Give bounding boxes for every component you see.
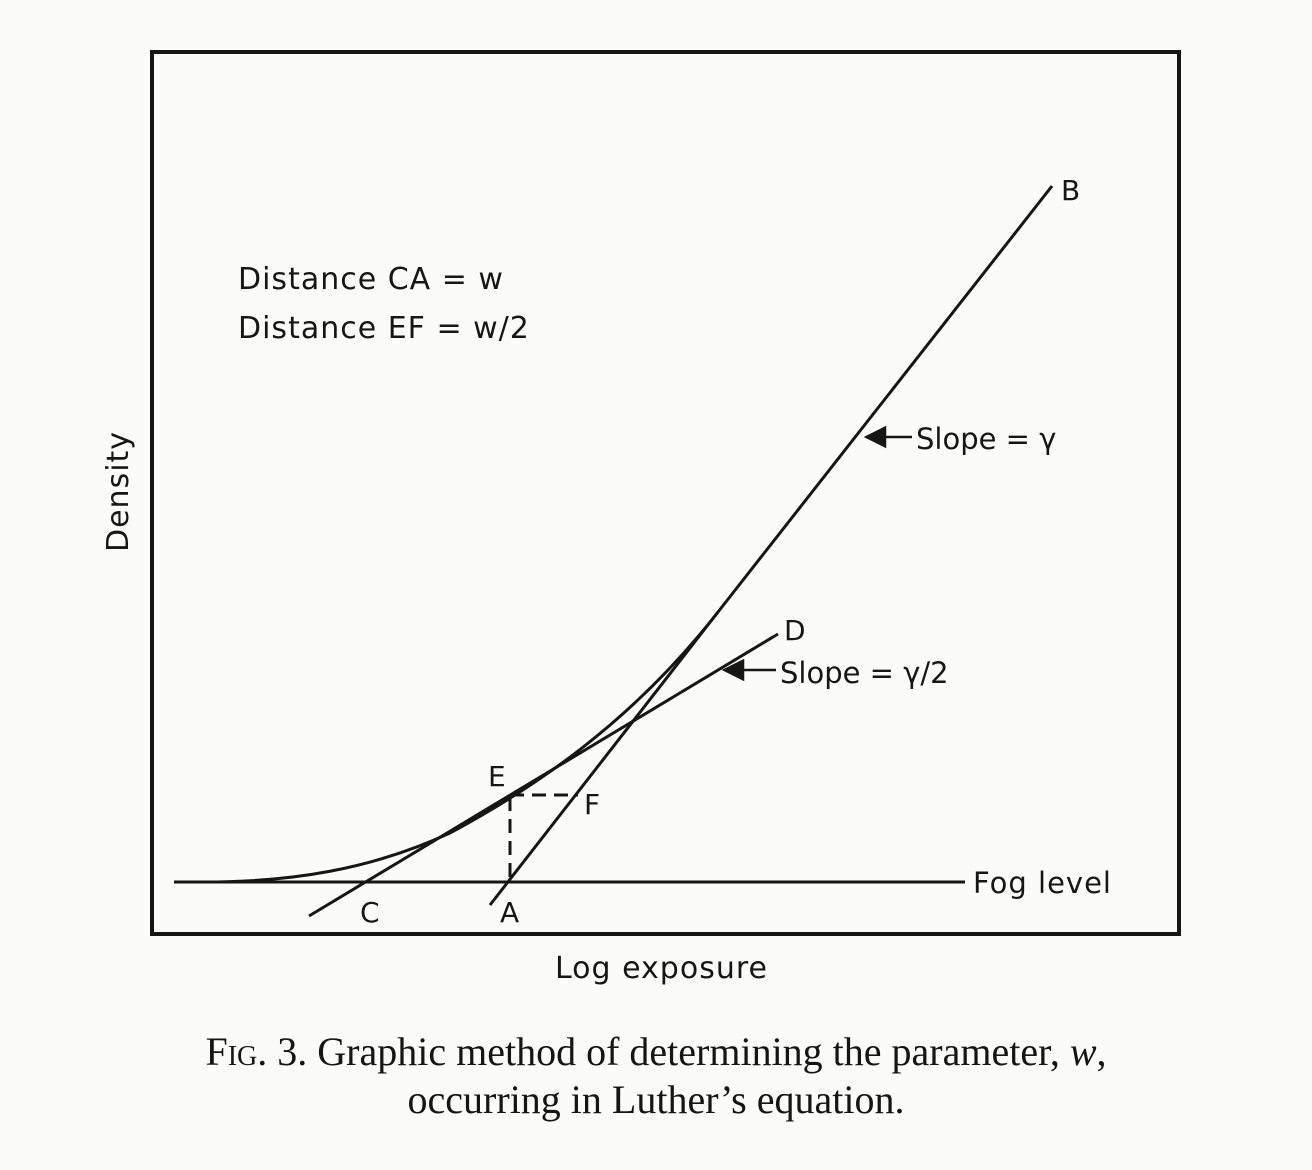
- fog-level-label: Fog level: [973, 866, 1112, 900]
- figure-number: Fig. 3.: [205, 1029, 308, 1074]
- slope-gamma-label: Slope = γ: [916, 422, 1056, 456]
- plot-frame: [150, 50, 1181, 936]
- distance-ef-note: Distance EF = w/2: [238, 311, 530, 346]
- caption-line-1: Fig. 3. Graphic method of determining th…: [0, 1028, 1312, 1076]
- point-label-c: C: [360, 896, 380, 929]
- point-label-f: F: [584, 788, 600, 821]
- figure-caption: Fig. 3. Graphic method of determining th…: [0, 1028, 1312, 1124]
- characteristic-curve: [204, 185, 1054, 884]
- x-axis-label: Log exposure: [555, 951, 768, 986]
- y-axis-label: Density: [101, 431, 136, 552]
- tangent-line-cd: [308, 632, 779, 918]
- point-label-b: B: [1061, 174, 1080, 207]
- caption-line-2: occurring in Luther’s equation.: [407, 1077, 905, 1122]
- point-label-e: E: [488, 760, 506, 793]
- point-label-a: A: [500, 896, 519, 929]
- caption-line-1-text: Graphic method of determining the parame…: [307, 1029, 1070, 1074]
- caption-variable-w: w: [1069, 1029, 1097, 1074]
- slope-half-gamma-label: Slope = γ/2: [780, 656, 949, 690]
- distance-ca-note: Distance CA = w: [238, 262, 504, 297]
- caption-line-1-end: ,: [1096, 1029, 1107, 1074]
- straight-line-extension-a: [488, 611, 720, 906]
- point-label-d: D: [784, 614, 806, 647]
